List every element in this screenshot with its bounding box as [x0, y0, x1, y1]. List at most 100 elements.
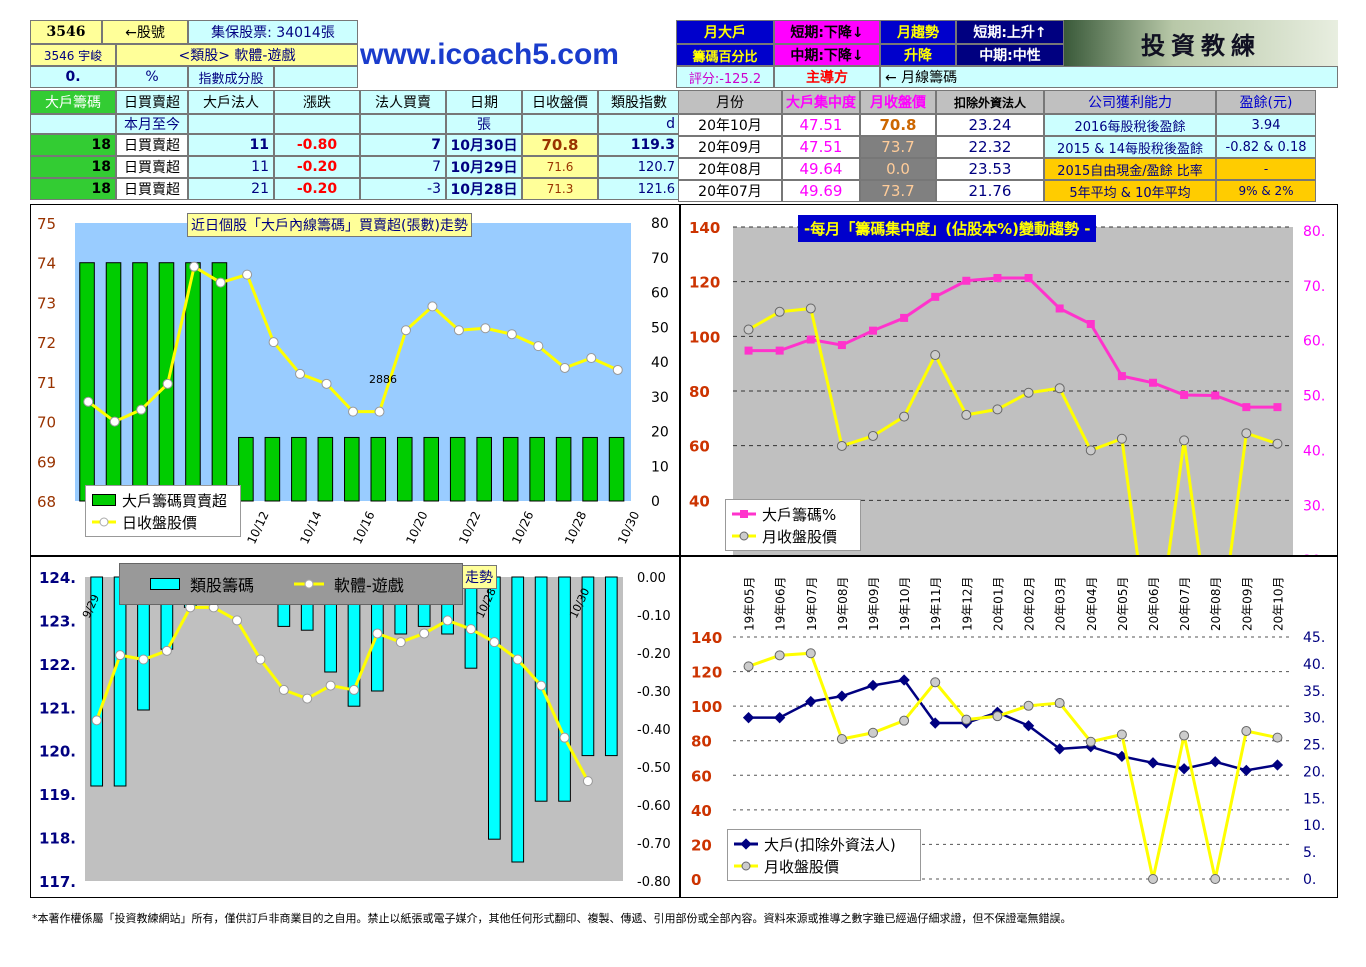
- chart1-point: [506, 329, 517, 340]
- left-cell-1-3: -0.20: [274, 156, 360, 178]
- chart2-point-magenta: [962, 276, 971, 285]
- right-cell-2-4: 2015自由現金/盈餘 比率: [1044, 158, 1216, 180]
- chart4-xtick: 20年09月: [1240, 576, 1254, 631]
- chart3-yleft-tick: 122.: [39, 656, 76, 674]
- chart2-point-yellow: [930, 350, 941, 361]
- chart4-xtick: 19年09月: [867, 576, 881, 631]
- chart2-point-magenta: [931, 292, 940, 301]
- chart3-point: [465, 624, 476, 635]
- chart4-point-navy: [1022, 720, 1035, 732]
- chart1-point: [83, 396, 94, 407]
- chart1-yright-tick: 50: [651, 320, 669, 336]
- chart1-bar: [476, 436, 492, 502]
- lead-party-value: ← 月線籌碼: [880, 66, 1338, 88]
- chart4-xtick: 20年06月: [1147, 576, 1161, 631]
- footer-disclaimer: *本著作權係屬「投資教練網站」所有，僅供訂戶非商業目的之自用。禁止以紙張或電子媒…: [32, 912, 1072, 925]
- left-cell-1-5: 10月29日: [446, 156, 522, 178]
- chart3-yright-tick: -0.60: [637, 799, 671, 814]
- chart4-xtick: 19年11月: [929, 576, 943, 631]
- legend-cyan-swatch: [150, 578, 180, 590]
- chart4-yleft-tick: 80: [691, 733, 712, 751]
- chart2-point-yellow: [836, 440, 847, 451]
- left-cell-0-1: 日買賣超: [116, 134, 188, 156]
- chart3-point: [302, 693, 313, 704]
- chart4-point-navy: [1271, 759, 1284, 771]
- chart4-yright-tick: 0.: [1303, 872, 1316, 888]
- mid-term-down: 中期:下降↓: [774, 44, 880, 66]
- chart1-point: [348, 406, 358, 417]
- left-cell-2-7: 121.6: [598, 178, 680, 200]
- chart2-point-yellow: [1179, 435, 1190, 446]
- legend-series2: 軟體-遊戲: [334, 576, 404, 595]
- chart2-point-magenta: [1273, 403, 1282, 412]
- chart1-point: [321, 378, 332, 389]
- chart3-bar: [558, 576, 571, 802]
- chart4-xtick: 20年01月: [991, 576, 1005, 631]
- chart1-xtick: 10/26: [509, 509, 536, 546]
- legend-series1: 大戶籌碼%: [762, 505, 837, 524]
- chart4-yright-tick: 10.: [1303, 818, 1325, 834]
- chart3-title: 走勢: [461, 565, 497, 589]
- chart3-point: [115, 650, 126, 661]
- chart4-yright-tick: 15.: [1303, 791, 1325, 807]
- chart2-point-yellow: [1085, 445, 1096, 456]
- legend-line-swatch: [294, 579, 325, 589]
- left-cell-2-5: 10月28日: [446, 178, 522, 200]
- chart4-yright-tick: 20.: [1303, 764, 1325, 780]
- chart1-legend: 大戶籌碼買賣超 日收盤股價: [85, 485, 241, 537]
- left-cell-2-6: 71.3: [522, 178, 598, 200]
- chart3-bar: [90, 576, 104, 787]
- chart4-point-navy: [898, 674, 910, 686]
- right-cell-2-0: 20年08月: [678, 158, 782, 180]
- left-sub-unit: 張: [446, 114, 522, 134]
- chart4-point-navy: [1147, 757, 1159, 769]
- chart4-yleft-tick: 140: [691, 629, 722, 647]
- shares-count: 集保股票: 34014張: [188, 20, 358, 44]
- chart2-point-yellow: [743, 324, 754, 335]
- right-cell-1-1: 47.51: [782, 136, 860, 158]
- left-cell-0-6: 70.8: [522, 134, 598, 156]
- chart1-yleft-tick: 71: [37, 374, 56, 392]
- site-url[interactable]: www.icoach5.com: [360, 38, 619, 71]
- chart1-bar: [317, 436, 334, 502]
- chart4-point-yellow: [1116, 729, 1127, 740]
- chart4-xtick: 20年05月: [1116, 576, 1130, 631]
- chart1-point: [533, 341, 544, 352]
- legend-series1: 類股籌碼: [190, 576, 255, 595]
- short-term-up: 短期:上升↑: [956, 20, 1064, 44]
- chart1-point: [612, 364, 623, 375]
- chart3-point: [442, 615, 453, 626]
- legend-series1: 大戶(扣除外資法人): [764, 835, 896, 854]
- chart3-yleft-tick: 119.: [39, 786, 76, 804]
- chart1-title: 近日個股「大戶內線籌碼」買賣超(張數)走勢: [187, 213, 472, 237]
- chart1-bar: [449, 436, 466, 502]
- left-cell-0-7: 119.3: [598, 134, 680, 156]
- chart2-point-yellow: [868, 430, 878, 441]
- chart1-yleft-tick: 72: [37, 334, 56, 352]
- chart4-xtick: 20年02月: [1023, 576, 1037, 631]
- chart3-point: [138, 654, 149, 665]
- chart3-point: [512, 654, 523, 665]
- chart2-point-yellow: [1116, 433, 1127, 444]
- chart1-yright-tick: 30: [651, 390, 669, 406]
- chart4-line-navy: [748, 678, 1278, 772]
- left-cell-1-4: 7: [360, 156, 446, 178]
- right-cell-1-3: 22.32: [936, 136, 1044, 158]
- chart4-yright-tick: 25.: [1303, 738, 1325, 754]
- chart1-yleft-tick: 68: [37, 493, 56, 511]
- right-header-2: 月收盤價: [860, 90, 936, 114]
- chart1-bar: [79, 262, 95, 502]
- pct-symbol: %: [116, 66, 188, 88]
- chart4-xtick: 19年12月: [960, 576, 974, 631]
- legend-line-swatch: [92, 517, 116, 527]
- right-cell-2-2: 0.0: [860, 158, 936, 180]
- chart3-point: [349, 684, 359, 695]
- chart4-xtick: 19年06月: [774, 576, 788, 631]
- chart4-xtick: 20年04月: [1085, 576, 1099, 631]
- chart4-point-yellow: [1272, 732, 1283, 743]
- chart4-point-yellow: [868, 727, 878, 738]
- legend-series2: 日收盤股價: [122, 513, 198, 532]
- chart1-bar: [211, 262, 228, 502]
- chart2-point-magenta: [1211, 391, 1220, 400]
- chart2-yright-tick: 60.: [1303, 334, 1325, 350]
